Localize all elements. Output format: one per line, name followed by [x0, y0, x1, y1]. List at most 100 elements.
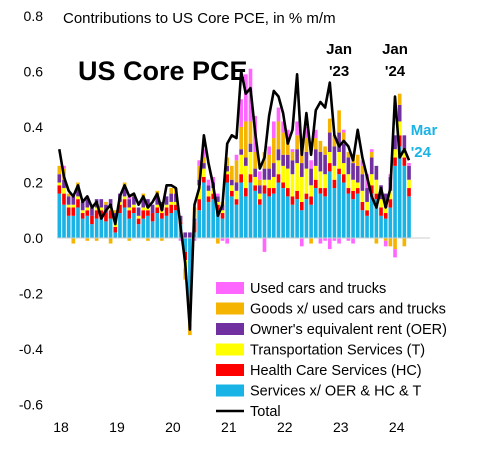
bar-segment	[62, 179, 66, 189]
bar-segment	[132, 204, 136, 208]
bar-segment	[164, 196, 169, 205]
bar-segment	[341, 163, 346, 175]
bar-segment	[355, 165, 360, 183]
bar-segment	[127, 210, 132, 219]
bar-segment	[85, 215, 90, 238]
bar-segment	[225, 165, 229, 172]
bar-segment	[341, 174, 346, 183]
bar-segment	[80, 218, 85, 238]
bar-segment	[360, 165, 365, 175]
bar-segment	[309, 238, 313, 244]
bar-segment	[407, 188, 411, 197]
bar-segment	[374, 193, 379, 200]
bar-segment	[309, 168, 313, 186]
bar-segment	[355, 193, 360, 238]
bar-segment	[402, 165, 407, 238]
bar-stack	[85, 196, 90, 241]
bar-segment	[341, 143, 346, 164]
bar-segment	[271, 138, 276, 164]
bar-segment	[295, 135, 299, 150]
bar-segment	[146, 210, 150, 216]
bar-stack	[346, 151, 351, 241]
bar-stack	[355, 154, 360, 238]
bar-stack	[351, 157, 355, 244]
bar-segment	[132, 213, 136, 238]
bar-segment	[355, 154, 360, 166]
bar-segment	[332, 135, 337, 147]
bar-segment	[258, 171, 262, 180]
bar-segment	[290, 149, 295, 152]
bar-stack	[276, 107, 281, 238]
bar-segment	[337, 238, 341, 244]
bar-segment	[327, 151, 332, 164]
bar-segment	[285, 168, 290, 189]
bar-segment	[122, 196, 127, 200]
bar-stack	[136, 207, 141, 238]
bar-segment	[216, 210, 220, 238]
bar-segment	[262, 193, 267, 238]
annotation-label: Jan	[382, 41, 408, 58]
bar-segment	[267, 188, 271, 197]
bar-segment	[290, 151, 295, 161]
bar-stack	[369, 149, 374, 238]
bar-segment	[299, 201, 304, 211]
bar-segment	[66, 215, 71, 238]
bar-stack	[239, 99, 243, 238]
bar-stack	[407, 163, 411, 238]
bar-segment	[136, 215, 141, 219]
y-tick-label: 0.8	[24, 8, 44, 24]
bar-segment	[248, 151, 253, 175]
bar-segment	[146, 207, 150, 211]
bar-segment	[285, 154, 290, 169]
bar-segment	[127, 199, 132, 208]
bar-segment	[62, 193, 66, 205]
bar-segment	[76, 199, 80, 208]
bar-segment	[281, 132, 285, 155]
bar-segment	[244, 74, 248, 122]
bar-segment	[397, 104, 402, 122]
bar-segment	[136, 207, 141, 216]
bar-stack	[313, 129, 318, 238]
bar-segment	[122, 199, 127, 208]
bar-segment	[197, 160, 202, 166]
bar-segment	[127, 207, 132, 211]
bar-segment	[360, 190, 365, 202]
bar-segment	[365, 201, 369, 211]
legend-label: Total	[250, 404, 281, 420]
bar-segment	[211, 199, 216, 238]
bar-segment	[393, 165, 397, 238]
bar-segment	[253, 190, 257, 238]
bar-segment	[402, 149, 407, 158]
bar-segment	[150, 204, 155, 214]
bar-stack	[393, 135, 397, 258]
bar-segment	[216, 193, 220, 197]
bar-stack	[71, 196, 76, 244]
x-tick-label: 20	[165, 419, 181, 435]
bar-segment	[62, 188, 66, 194]
bar-stack	[202, 149, 206, 238]
bar-segment	[80, 213, 85, 219]
x-tick-label: 19	[109, 419, 125, 435]
bar-segment	[202, 176, 206, 183]
bar-segment	[332, 238, 337, 241]
bar-segment	[169, 204, 174, 214]
bar-stack	[304, 127, 309, 238]
bar-segment	[188, 232, 192, 238]
bar-segment	[94, 210, 99, 219]
legend-item: Goods x/ used cars and trucks	[216, 302, 446, 318]
bar-segment	[192, 238, 197, 241]
legend-item: Health Care Services (HC)	[216, 363, 422, 379]
bar-segment	[57, 174, 62, 183]
bar-segment	[346, 151, 351, 158]
bar-segment	[127, 218, 132, 238]
bar-segment	[393, 238, 397, 250]
bar-segment	[397, 93, 402, 105]
bar-segment	[202, 182, 206, 238]
bar-segment	[374, 165, 379, 180]
bar-segment	[295, 121, 299, 136]
bar-segment	[369, 149, 374, 152]
bar-segment	[230, 196, 234, 238]
bar-segment	[127, 196, 132, 200]
bar-segment	[318, 193, 323, 238]
